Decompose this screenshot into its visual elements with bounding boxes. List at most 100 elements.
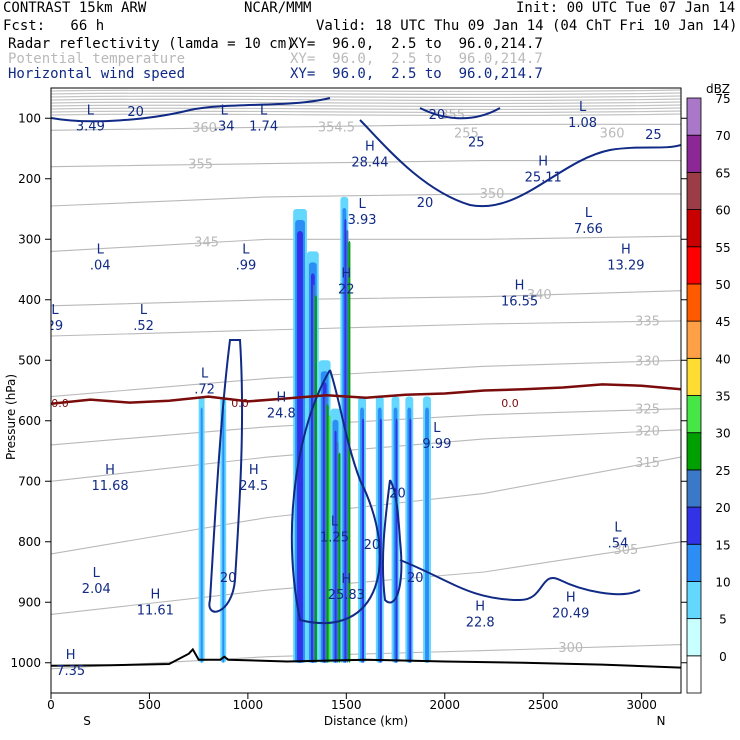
reflectivity-cell	[328, 415, 331, 663]
reflectivity-cell	[409, 418, 412, 663]
wind-contour-label: 20	[429, 108, 446, 123]
stratosphere-theta-line	[51, 104, 681, 108]
field-theta-name: Potential temperature	[8, 51, 186, 67]
wind-extremum-value: .99	[236, 258, 257, 273]
colorbar-swatch	[686, 395, 702, 434]
wind-contour-label: 25	[468, 135, 485, 150]
colorbar-swatch	[686, 655, 702, 694]
theta-contour-label: 355	[188, 158, 213, 173]
field-theta-xy: XY= 96.0, 2.5 to 96.0,214.7	[290, 51, 543, 67]
theta-contour-label: 305	[613, 543, 638, 558]
y-tick-label: 900	[18, 595, 41, 609]
y-tick-label: 700	[18, 474, 41, 488]
colorbar-level-label: 60	[715, 204, 730, 218]
wind-contour-label: 20	[389, 486, 406, 501]
wind-extremum-marker: L	[87, 103, 95, 118]
x-tick-label: 2500	[528, 698, 559, 712]
colorbar-swatch	[686, 506, 702, 545]
wind-extremum-value: 13.29	[607, 258, 644, 273]
wind-contour-label: 20	[417, 196, 434, 211]
colorbar-level-label: 35	[715, 390, 730, 404]
wind-extremum-value: 7.35	[56, 664, 85, 679]
reflectivity-cell	[346, 229, 349, 663]
wind-extremum-marker: H	[105, 463, 115, 478]
theta-contour-label: 350	[480, 187, 505, 202]
x-end-label-north: N	[657, 714, 666, 728]
colorbar-level-label: 0	[719, 650, 727, 664]
reflectivity-cell	[297, 231, 303, 663]
init-time: Init: 00 UTC Tue 07 Jan 14	[516, 0, 736, 16]
x-tick-label: 1000	[233, 698, 264, 712]
wind-extremum-marker: H	[475, 599, 485, 614]
wind-extremum-marker: H	[621, 242, 631, 257]
wind-extremum-marker: L	[140, 303, 148, 318]
theta-contour-label: 354.5	[318, 120, 355, 135]
stratosphere-theta-line	[51, 98, 681, 102]
wind-extremum-value: 1.08	[568, 116, 597, 131]
surface-pressure-line	[51, 647, 681, 669]
theta-contour-label: 360	[600, 126, 625, 141]
wind-contour	[290, 369, 381, 625]
wind-extremum-value: 24.5	[239, 479, 268, 494]
wind-extremum-value: 1.74	[249, 119, 278, 134]
wind-contour	[359, 119, 681, 208]
wind-extremum-value: 28.44	[351, 156, 388, 171]
theta-contour-label: 355	[440, 108, 465, 123]
theta-contour-label: 340	[527, 288, 552, 303]
wind-extremum-marker: H	[365, 140, 375, 155]
colorbar-level-label: 20	[715, 501, 730, 515]
y-tick-label: 800	[18, 535, 41, 549]
y-tick-label: 500	[18, 353, 41, 367]
y-tick-label: 400	[18, 293, 41, 307]
colorbar-level-label: 5	[719, 613, 727, 627]
field-wind-xy: XY= 96.0, 2.5 to 96.0,214.7	[290, 66, 543, 82]
wind-contour	[51, 97, 331, 123]
wind-contour-label: 20	[364, 538, 381, 553]
colorbar-swatch	[686, 357, 702, 396]
plot-frame	[50, 87, 682, 694]
colorbar-level-label: 55	[715, 241, 730, 255]
theta-contour-350	[51, 193, 681, 207]
y-tick-label: 600	[18, 414, 41, 428]
wind-extremum-value: .54	[608, 537, 629, 552]
stratosphere-theta-line	[51, 110, 681, 114]
colorbar-swatch	[686, 134, 702, 173]
theta-contour-label: 345	[194, 236, 219, 251]
stratosphere-theta-line	[51, 89, 681, 93]
wind-extremum-marker: L	[93, 566, 101, 581]
stratosphere-theta-line	[51, 107, 681, 111]
wind-extremum-value: 3.93	[348, 213, 377, 228]
colorbar-level-label: 10	[715, 575, 730, 589]
wind-contour-label: 20	[127, 105, 144, 120]
colorbar-level-label: 25	[715, 464, 730, 478]
colorbar-title: dBZ	[706, 82, 730, 96]
freezing-level-label: 0.0	[231, 397, 249, 410]
wind-extremum-value: .04	[90, 258, 111, 273]
wind-contour	[381, 479, 403, 604]
x-tick-label: 0	[47, 698, 55, 712]
colorbar-swatch	[686, 432, 702, 471]
wind-extremum-value: .34	[214, 119, 235, 134]
wind-extremum-value: 22.8	[466, 615, 495, 630]
wind-extremum-value: 11.68	[91, 479, 128, 494]
colorbar-level-label: 65	[715, 166, 730, 180]
theta-contour-label: 335	[635, 314, 660, 329]
theta-contour-335	[51, 320, 681, 337]
reflectivity-cell	[348, 240, 351, 663]
wind-extremum-marker: L	[51, 303, 59, 318]
colorbar-level-label: 40	[715, 352, 730, 366]
colorbar-swatch	[686, 469, 702, 508]
reflectivity-cell	[336, 441, 339, 663]
reflectivity-cell	[222, 407, 225, 663]
x-axis-title: Distance (km)	[324, 714, 408, 728]
wind-extremum-marker: H	[538, 155, 548, 170]
colorbar-level-label: 45	[715, 315, 730, 329]
wind-extremum-value: 20.49	[552, 606, 589, 621]
wind-extremum-marker: L	[433, 421, 441, 436]
y-tick-label: 300	[18, 232, 41, 246]
wind-extremum-marker: L	[97, 242, 105, 257]
reflectivity-cell	[314, 295, 317, 663]
colorbar-swatch	[686, 618, 702, 657]
wind-extremum-marker: H	[515, 279, 525, 294]
valid-time: Valid: 18 UTC Thu 09 Jan 14 (04 ChT Fri …	[316, 18, 738, 34]
